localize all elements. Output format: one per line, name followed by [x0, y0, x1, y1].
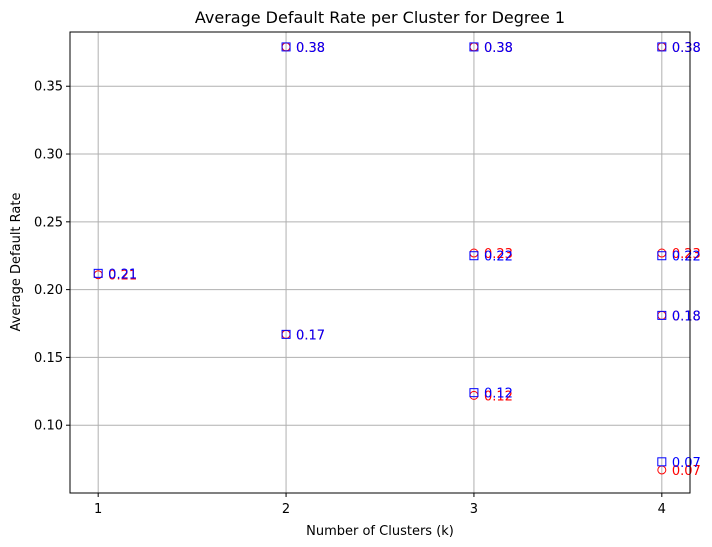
data-label: 0.17	[296, 328, 325, 343]
data-label: 0.38	[484, 41, 513, 56]
data-point-square	[93, 268, 103, 278]
data-label: 0.18	[672, 309, 701, 324]
data-point-square	[657, 457, 667, 467]
data-label: 0.21	[108, 269, 137, 284]
data-label: 0.22	[484, 250, 513, 265]
y-tick-label: 0.30	[34, 148, 63, 163]
data-label: 0.38	[296, 41, 325, 56]
data-point-square	[281, 329, 291, 339]
data-labels: 0.21 0.38 0.17 0.38 0.23 0.12 0.38 0.23 0.18 0.07…	[108, 41, 701, 479]
data-label: 0.22	[672, 250, 701, 265]
data-label: 0.38	[484, 41, 513, 56]
data-points	[93, 42, 667, 475]
data-label: 0.12	[484, 389, 513, 404]
plot-frame	[69, 31, 691, 494]
axis-ticks: 1 2 3 4 0.10 0.15 0.20 0.25 0.30 0.35	[34, 80, 666, 517]
data-label: 0.12	[484, 387, 513, 402]
data-label: 0.38	[672, 41, 701, 56]
x-axis-label: Number of Clusters (k)	[306, 524, 454, 539]
data-label: 0.17	[296, 328, 325, 343]
data-point-square	[281, 42, 291, 52]
data-point-square	[469, 42, 479, 52]
x-tick-label: 2	[282, 502, 290, 517]
data-label: 0.07	[672, 456, 701, 471]
data-point-square	[469, 251, 479, 261]
data-label: 0.18	[672, 309, 701, 324]
data-point-square	[657, 251, 667, 261]
data-point-square	[469, 388, 479, 398]
x-tick-label: 1	[94, 502, 102, 517]
y-tick-label: 0.15	[34, 351, 63, 366]
x-tick-label: 3	[470, 502, 478, 517]
data-point-square	[657, 310, 667, 320]
data-label: 0.38	[672, 41, 701, 56]
data-label: 0.07	[672, 464, 701, 479]
y-axis-label: Average Default Rate	[9, 193, 24, 332]
y-tick-label: 0.20	[34, 283, 63, 298]
y-tick-label: 0.10	[34, 419, 63, 434]
chart-title: Average Default Rate per Cluster for Deg…	[195, 8, 565, 27]
y-tick-label: 0.35	[34, 80, 63, 95]
data-label: 0.23	[484, 247, 513, 262]
data-label: 0.38	[296, 41, 325, 56]
data-point-square	[657, 42, 667, 52]
y-tick-label: 0.25	[34, 215, 63, 230]
data-label: 0.23	[672, 247, 701, 262]
grid-lines	[70, 32, 690, 493]
data-label: 0.21	[108, 267, 137, 282]
x-tick-label: 4	[658, 502, 666, 517]
